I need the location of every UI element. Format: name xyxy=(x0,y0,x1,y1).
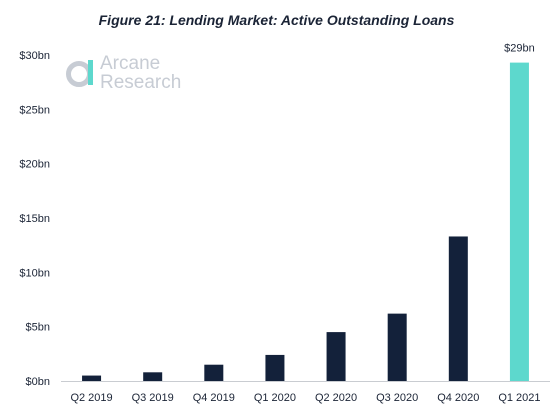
bar xyxy=(387,313,407,381)
y-tick-label: $15bn xyxy=(19,213,50,225)
x-tick-label: Q1 2020 xyxy=(254,392,296,404)
bar xyxy=(326,332,346,381)
x-tick-label: Q3 2020 xyxy=(376,392,418,404)
y-tick-label: $5bn xyxy=(26,322,50,334)
data-label: $29bn xyxy=(504,43,535,55)
x-tick-label: Q4 2019 xyxy=(193,392,235,404)
bar xyxy=(265,354,285,381)
arcane-research-watermark: Arcane Research xyxy=(66,54,181,92)
watermark-line-2: Research xyxy=(100,72,182,93)
y-tick-label: $0bn xyxy=(26,376,50,388)
y-tick-label: $10bn xyxy=(19,267,50,279)
bar xyxy=(82,375,102,381)
x-tick-label: Q3 2019 xyxy=(132,392,174,404)
watermark-line-1: Arcane xyxy=(100,53,161,74)
chart-title: Figure 21: Lending Market: Active Outsta… xyxy=(98,12,455,28)
x-tick-label: Q4 2020 xyxy=(437,392,479,404)
y-tick-label: $20bn xyxy=(19,159,50,171)
bar xyxy=(448,236,468,381)
x-tick-label: Q2 2020 xyxy=(315,392,357,404)
y-tick-label: $25bn xyxy=(19,104,50,116)
y-tick-label: $30bn xyxy=(19,50,50,62)
bar xyxy=(204,364,224,381)
bar xyxy=(143,372,163,381)
bar xyxy=(509,62,529,382)
x-tick-label: Q2 2019 xyxy=(70,392,112,404)
arcane-logo-icon xyxy=(66,60,93,87)
x-tick-label: Q1 2021 xyxy=(498,392,540,404)
